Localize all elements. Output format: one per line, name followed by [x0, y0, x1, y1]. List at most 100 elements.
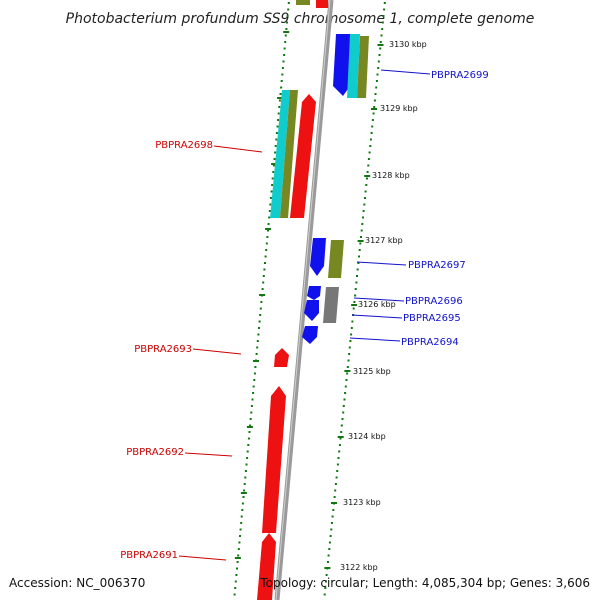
leader-PBPRA2694 [349, 337, 401, 342]
ring-right-dot [346, 372, 349, 375]
ring-right-dot [377, 60, 380, 63]
ring-right-major-tick [344, 370, 351, 372]
ring-left-dot [253, 372, 256, 375]
gene-label-PBPRA2692[interactable]: PBPRA2692 [126, 447, 184, 458]
feature-red-top[interactable] [316, 0, 328, 8]
ring-left-dot [271, 177, 274, 180]
ring-right-dot [348, 346, 351, 349]
ring-left-dot [241, 509, 244, 511]
ring-left-dot [279, 93, 282, 95]
ring-right-major-tick [331, 502, 337, 504]
ring-left-dot [240, 515, 243, 518]
ring-right-dot [369, 145, 372, 147]
gene-label-PBPRA2698[interactable]: PBPRA2698 [155, 140, 213, 151]
ring-right-dot [364, 190, 367, 193]
ring-left-dot [264, 262, 266, 264]
ring-left-dot [284, 41, 287, 43]
ring-right-dot [378, 54, 381, 56]
gene-label-PBPRA2697[interactable]: PBPRA2697 [408, 260, 466, 271]
gene-label-PBPRA2693[interactable]: PBPRA2693 [134, 344, 192, 355]
ring-left-dot [266, 236, 269, 238]
ring-left-dot [237, 548, 240, 550]
gene-label-PBPRA2691[interactable]: PBPRA2691 [120, 550, 178, 561]
gene-PBPRA2693-cds[interactable] [274, 348, 289, 367]
gene-PBPRA2696-gray[interactable] [323, 287, 339, 323]
ring-left-dot [236, 561, 239, 563]
ring-right-dot [328, 541, 331, 544]
gene-PBPRA2698-olive[interactable] [280, 90, 298, 218]
ring-left-dot [265, 242, 268, 245]
leader-PBPRA2699 [380, 69, 431, 75]
ring-right-dot [371, 119, 374, 121]
gene-PBPRA2698-cds[interactable] [290, 94, 316, 218]
gene-PBPRA2697-olive[interactable] [328, 240, 344, 278]
ring-left-major-tick [265, 228, 272, 230]
ring-right-dot [338, 444, 341, 446]
gene-labels: PBPRA2699 PBPRA2698 PBPRA2697 PBPRA2696 … [120, 70, 489, 561]
gene-label-PBPRA2696[interactable]: PBPRA2696 [405, 296, 463, 307]
gene-PBPRA2699-olive[interactable] [357, 36, 369, 98]
ring-left-dot [259, 314, 262, 316]
ring-right-dot [356, 268, 359, 271]
ring-right-dot [330, 522, 333, 524]
leader-PBPRA2692 [184, 452, 233, 457]
gene-PBPRA2699-cyan[interactable] [347, 34, 360, 98]
ring-right-dot [349, 340, 352, 342]
ring-right-dot [334, 489, 337, 492]
ring-right-dot [362, 210, 365, 212]
ring-right-major-tick [377, 44, 384, 46]
gene-PBPRA2696-cds[interactable] [307, 286, 321, 300]
ring-right-major-tick [351, 304, 358, 306]
ring-left-dot [275, 132, 278, 134]
accession-text: Accession: NC_006370 [9, 576, 145, 590]
leader-PBPRA2697 [356, 261, 407, 266]
ring-right-dot [374, 93, 377, 95]
ring-left-dot [264, 255, 267, 258]
ring-right-dot [381, 28, 384, 30]
ring-left-dot [248, 431, 251, 433]
ring-right-major-tick [357, 240, 364, 242]
ring-right-dot [338, 450, 341, 453]
ring-right-dot [381, 21, 384, 24]
ring-left-dot [251, 398, 254, 401]
ring-left-dot [274, 151, 277, 154]
ring-right-dot [342, 411, 345, 414]
ring-right-major-tick [371, 108, 377, 110]
ring-right-dot [375, 86, 378, 89]
gene-PBPRA2695-cds[interactable] [304, 300, 319, 321]
genome-backbone-highlight [275, 0, 331, 600]
ring-left-dot [286, 15, 289, 17]
ring-left-dot [263, 268, 266, 271]
ring-right-dot [333, 496, 336, 498]
gene-PBPRA2691-cds[interactable] [257, 533, 276, 600]
ring-right-dot [325, 580, 327, 583]
leader-PBPRA2691 [178, 555, 227, 561]
ring-right-dot [327, 554, 330, 557]
feature-olive-top[interactable] [296, 0, 310, 5]
gene-PBPRA2692-cds[interactable] [262, 386, 286, 533]
ring-left-dot [273, 158, 276, 160]
ring-left-dot [254, 366, 257, 368]
gene-label-PBPRA2699[interactable]: PBPRA2699 [431, 70, 489, 81]
gene-PBPRA2697-cds[interactable] [310, 238, 326, 276]
ring-left-dot [257, 333, 260, 336]
gene-PBPRA2694-cds[interactable] [302, 326, 318, 344]
ring-right-dot [365, 184, 368, 186]
ring-left-dot [262, 275, 265, 277]
gene-PBPRA2698-cyan[interactable] [270, 90, 290, 218]
ring-right-dot [348, 353, 351, 355]
ring-right-major-tick [324, 567, 331, 569]
ring-right-dot [376, 73, 379, 76]
ring-right-dot [373, 106, 376, 108]
ring-left-dot [287, 8, 290, 11]
ring-right-dot [346, 366, 349, 368]
ring-left-dot [243, 483, 246, 485]
ring-left-dot [283, 54, 286, 56]
ring-left-dot [275, 138, 278, 141]
ring-left-dot [247, 437, 250, 440]
ring-right-dot [354, 288, 357, 290]
gene-PBPRA2699-cds[interactable] [333, 34, 350, 96]
leader-PBPRA2698 [213, 145, 263, 153]
gene-label-PBPRA2695[interactable]: PBPRA2695 [403, 313, 461, 324]
gene-label-PBPRA2694[interactable]: PBPRA2694 [401, 337, 459, 348]
